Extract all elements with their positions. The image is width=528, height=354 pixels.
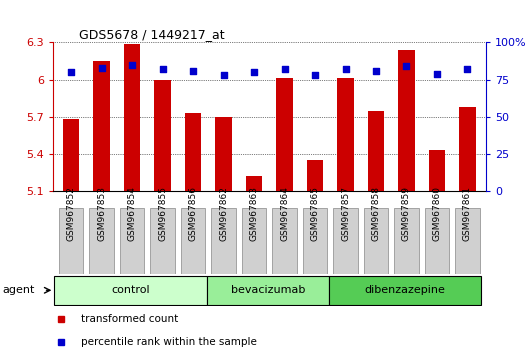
- FancyBboxPatch shape: [272, 208, 297, 274]
- Text: GSM967862: GSM967862: [219, 186, 228, 241]
- Bar: [429, 150, 445, 191]
- Text: GSM967853: GSM967853: [97, 186, 106, 241]
- Text: control: control: [111, 285, 150, 295]
- Point: [433, 71, 441, 76]
- Point: [97, 65, 106, 70]
- Text: bevacizumab: bevacizumab: [231, 285, 305, 295]
- FancyBboxPatch shape: [364, 208, 388, 274]
- FancyBboxPatch shape: [54, 276, 207, 304]
- Text: GSM967856: GSM967856: [188, 186, 197, 241]
- Text: GSM967861: GSM967861: [463, 186, 472, 241]
- Text: agent: agent: [3, 285, 35, 295]
- FancyBboxPatch shape: [150, 208, 175, 274]
- Bar: [185, 113, 202, 191]
- Point: [158, 67, 167, 72]
- Text: GSM967863: GSM967863: [250, 186, 259, 241]
- Point: [189, 68, 197, 74]
- Text: dibenzazepine: dibenzazepine: [364, 285, 446, 295]
- FancyBboxPatch shape: [89, 208, 114, 274]
- Text: GSM967852: GSM967852: [67, 186, 76, 241]
- FancyBboxPatch shape: [303, 208, 327, 274]
- Point: [280, 67, 289, 72]
- Text: GSM967864: GSM967864: [280, 186, 289, 241]
- Bar: [398, 50, 415, 191]
- FancyBboxPatch shape: [207, 276, 329, 304]
- Text: percentile rank within the sample: percentile rank within the sample: [81, 337, 257, 348]
- Point: [311, 72, 319, 78]
- Text: GSM967857: GSM967857: [341, 186, 350, 241]
- Point: [463, 67, 472, 72]
- Point: [219, 72, 228, 78]
- Text: GSM967860: GSM967860: [432, 186, 441, 241]
- FancyBboxPatch shape: [211, 208, 235, 274]
- FancyBboxPatch shape: [455, 208, 479, 274]
- FancyBboxPatch shape: [425, 208, 449, 274]
- Point: [128, 62, 136, 68]
- Point: [67, 69, 76, 75]
- Point: [250, 69, 258, 75]
- Bar: [307, 160, 324, 191]
- Bar: [63, 119, 80, 191]
- Bar: [124, 44, 140, 191]
- FancyBboxPatch shape: [59, 208, 83, 274]
- FancyBboxPatch shape: [329, 276, 481, 304]
- Bar: [215, 117, 232, 191]
- Bar: [276, 78, 293, 191]
- FancyBboxPatch shape: [242, 208, 266, 274]
- Bar: [367, 110, 384, 191]
- Bar: [459, 107, 476, 191]
- Point: [372, 68, 380, 74]
- Text: GSM967855: GSM967855: [158, 186, 167, 241]
- Text: GSM967859: GSM967859: [402, 186, 411, 241]
- Text: GSM967854: GSM967854: [128, 186, 137, 241]
- Text: GSM967865: GSM967865: [310, 186, 319, 241]
- FancyBboxPatch shape: [333, 208, 357, 274]
- Text: GDS5678 / 1449217_at: GDS5678 / 1449217_at: [79, 28, 225, 41]
- Bar: [154, 80, 171, 191]
- Point: [341, 67, 350, 72]
- Bar: [246, 176, 262, 191]
- FancyBboxPatch shape: [120, 208, 144, 274]
- FancyBboxPatch shape: [181, 208, 205, 274]
- Point: [402, 63, 411, 69]
- Bar: [93, 61, 110, 191]
- FancyBboxPatch shape: [394, 208, 419, 274]
- Text: transformed count: transformed count: [81, 314, 178, 325]
- Bar: [337, 78, 354, 191]
- Text: GSM967858: GSM967858: [372, 186, 381, 241]
